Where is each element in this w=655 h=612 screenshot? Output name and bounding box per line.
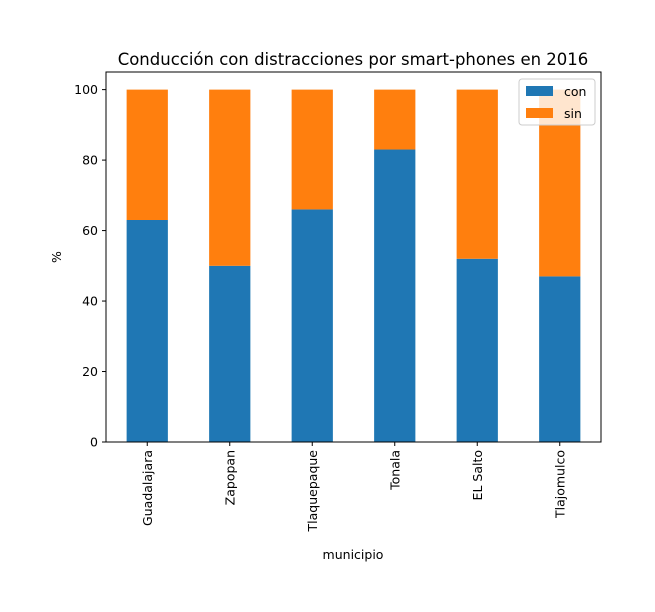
x-tick-label-4: EL Salto <box>470 450 485 500</box>
legend-label-sin: sin <box>564 106 582 121</box>
bar-sin-2 <box>291 89 333 210</box>
bar-con-2 <box>291 209 333 442</box>
x-axis: Guadalajara Zapopan Tlaquepaque Tonala EL Sa… <box>140 442 567 533</box>
legend-swatch-con <box>526 86 553 96</box>
x-tick-label-0: Guadalajara <box>140 450 155 526</box>
bar-sin-4 <box>456 89 498 259</box>
y-tick-label-4: 80 <box>82 153 98 168</box>
bar-con-3 <box>374 149 416 442</box>
legend-swatch-sin <box>526 108 553 118</box>
legend: con sin <box>518 78 596 126</box>
x-tick-label-3: Tonala <box>387 450 402 491</box>
bar-con-1 <box>209 265 251 442</box>
y-axis: 0 20 40 60 80 100 <box>74 82 106 450</box>
y-tick-label-2: 40 <box>82 294 98 309</box>
legend-label-con: con <box>564 84 586 99</box>
x-tick-label-1: Zapopan <box>222 450 237 505</box>
bar-con-4 <box>456 258 498 442</box>
x-axis-label: municipio <box>323 547 384 562</box>
y-axis-label: % <box>49 251 64 263</box>
chart-title: Conducción con distracciones por smart-p… <box>118 50 589 69</box>
bar-con-0 <box>126 220 168 442</box>
plot-frame <box>105 71 602 443</box>
x-tick-label-5: Tlajomulco <box>552 450 567 519</box>
x-tick-label-2: Tlaquepaque <box>305 450 320 533</box>
bar-con-5 <box>539 276 581 442</box>
y-tick-label-5: 100 <box>74 82 98 97</box>
bar-sin-3 <box>374 89 416 150</box>
bars-group <box>126 89 581 442</box>
bar-sin-1 <box>209 89 251 266</box>
y-tick-label-0: 0 <box>90 435 98 450</box>
bar-sin-0 <box>126 89 168 220</box>
y-tick-label-1: 20 <box>82 364 98 379</box>
y-tick-label-3: 60 <box>82 223 98 238</box>
